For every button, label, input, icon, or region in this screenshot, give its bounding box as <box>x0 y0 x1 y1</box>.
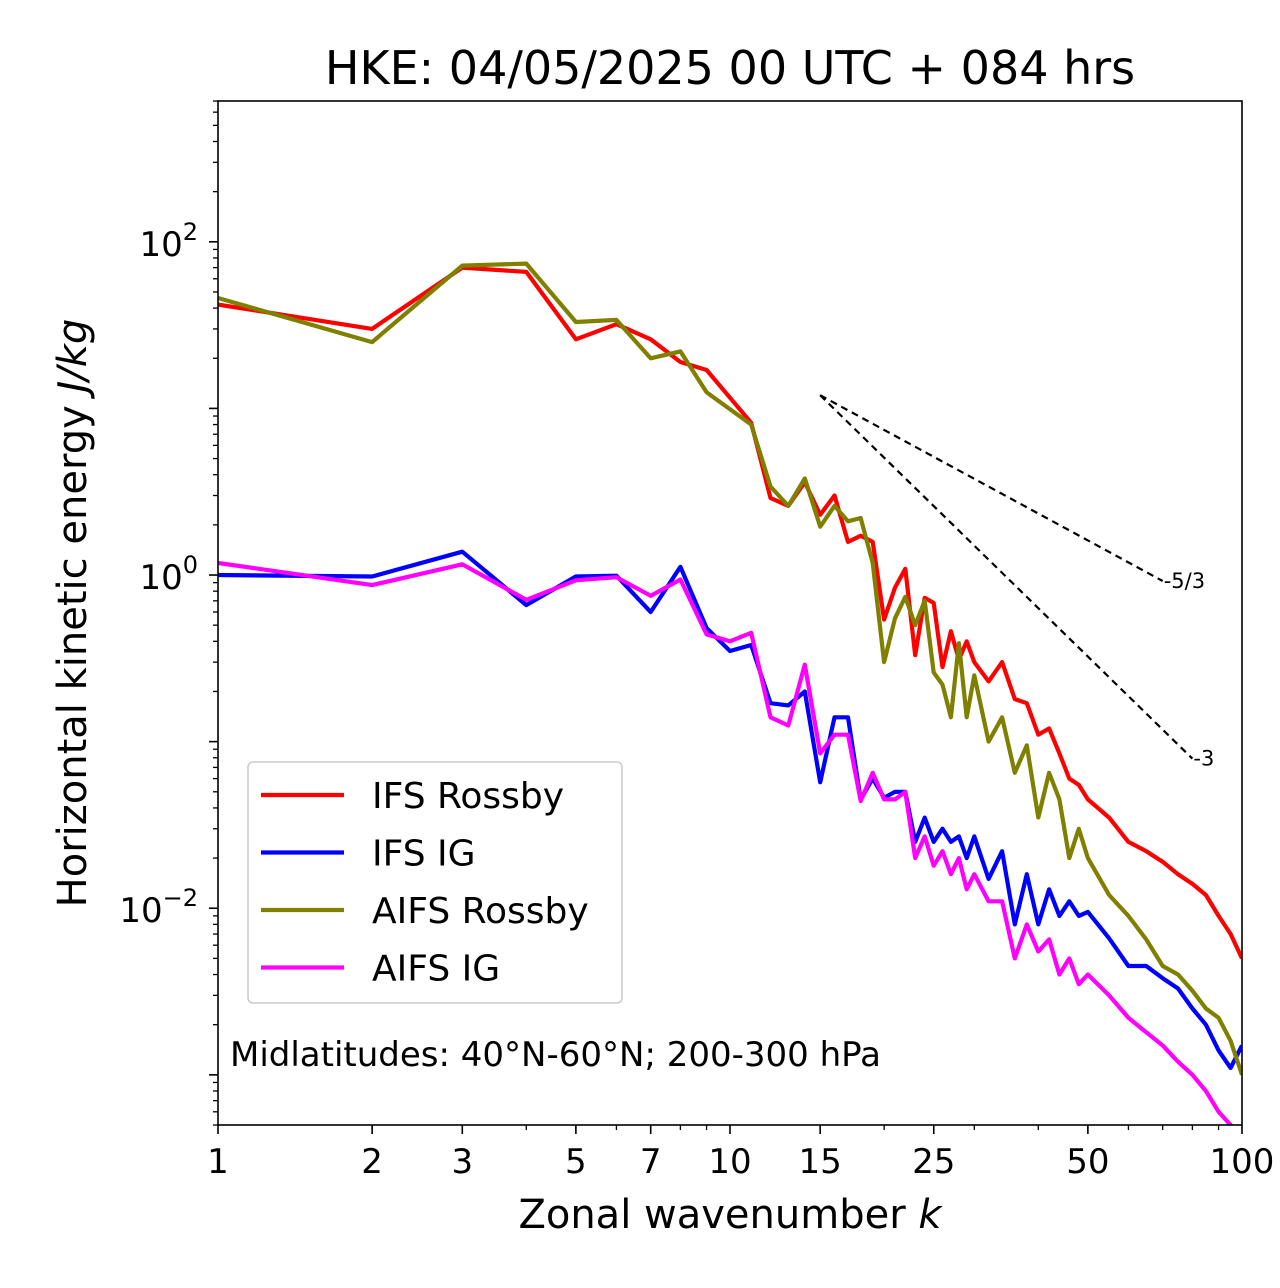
y-tick-label: 100 <box>139 551 198 598</box>
x-tick-label: 3 <box>451 1142 473 1182</box>
x-tick-label: 25 <box>912 1142 955 1182</box>
legend-label-0: IFS Rossby <box>372 776 564 817</box>
legend: IFS Rossby IFS IG AIFS Rossby AIFS IG <box>247 761 623 1004</box>
legend-label-2: AIFS Rossby <box>372 891 589 932</box>
y-axis: 102 100 10−2 <box>119 100 218 1126</box>
series-line-2 <box>218 261 1242 1076</box>
y-axis-label-unit: J/kg <box>50 319 96 400</box>
x-axis-label: Zonal wavenumber k <box>518 1192 943 1238</box>
legend-label-3: AIFS IG <box>372 949 500 990</box>
y-axis-label: Horizontal kinetic energy J/kg <box>50 319 96 908</box>
reference-line-1 <box>819 394 1194 760</box>
region-annotation: Midlatitudes: 40°N-60°N; 200-300 hPa <box>230 1035 881 1075</box>
x-axis-label-text: Zonal wavenumber <box>518 1192 906 1238</box>
legend-box <box>247 761 623 1004</box>
x-tick-label: 10 <box>708 1142 751 1182</box>
reference-line-label-1: -3 <box>1193 747 1214 771</box>
x-axis: 1 2 3 5 7 10 15 25 50 100 <box>207 1125 1274 1182</box>
x-tick-label: 15 <box>799 1142 842 1182</box>
x-tick-label: 50 <box>1066 1142 1109 1182</box>
reference-lines: -5/3 -3 <box>819 394 1214 771</box>
series-line-0 <box>218 265 1242 960</box>
y-tick-label: 102 <box>139 218 198 265</box>
x-tick-label: 5 <box>565 1142 587 1182</box>
x-tick-label: 100 <box>1210 1142 1275 1182</box>
y-tick-label: 10−2 <box>119 884 198 931</box>
chart-title: HKE: 04/05/2025 00 UTC + 084 hrs <box>325 41 1135 95</box>
x-tick-label: 7 <box>640 1142 662 1182</box>
reference-line-label-0: -5/3 <box>1164 569 1205 593</box>
x-tick-label: 2 <box>361 1142 383 1182</box>
x-axis-label-var: k <box>918 1192 943 1238</box>
legend-label-1: IFS IG <box>372 834 476 875</box>
series-line-1 <box>218 549 1242 1071</box>
y-axis-label-text: Horizontal kinetic energy <box>50 405 96 907</box>
series-lines <box>218 261 1242 1125</box>
reference-line-0 <box>819 394 1164 582</box>
x-tick-label: 1 <box>207 1142 229 1182</box>
series-line-3 <box>218 560 1234 1125</box>
